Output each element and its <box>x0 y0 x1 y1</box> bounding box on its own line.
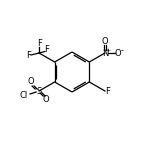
Text: F: F <box>105 86 110 95</box>
Text: F: F <box>37 40 41 48</box>
Text: S: S <box>36 86 42 95</box>
Text: O: O <box>28 78 34 86</box>
Text: F: F <box>44 45 49 54</box>
Text: Cl: Cl <box>20 92 28 100</box>
Text: O: O <box>115 48 121 57</box>
Text: N: N <box>102 48 108 57</box>
Text: O: O <box>43 95 49 105</box>
Text: -: - <box>121 46 124 55</box>
Text: +: + <box>106 47 111 52</box>
Text: O: O <box>102 38 108 47</box>
Text: F: F <box>26 50 31 59</box>
